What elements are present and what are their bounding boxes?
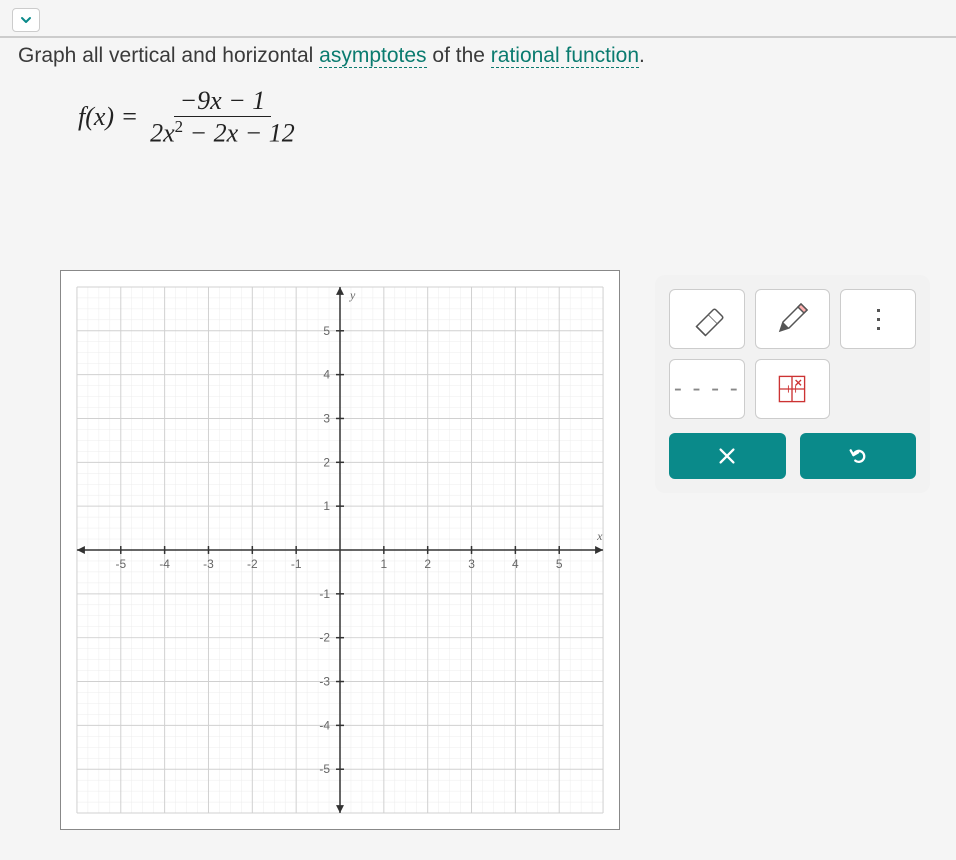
point-plot-tool[interactable] [755,359,831,419]
close-icon [716,445,738,467]
svg-text:-4: -4 [319,718,330,732]
svg-text:-3: -3 [319,675,330,689]
asymptotes-link[interactable]: asymptotes [319,44,426,68]
rational-function-link[interactable]: rational function [491,44,639,68]
clear-button[interactable] [669,433,786,479]
svg-text:-5: -5 [319,762,330,776]
svg-text:-1: -1 [319,587,330,601]
svg-text:2: 2 [323,455,330,469]
undo-icon [847,445,869,467]
coordinate-plane: -5 -4 -3 -2 -1 1 2 3 4 5 -5 -4 -3 -2 -1 1 2 3 4 5 x y [61,271,619,829]
more-tool[interactable] [840,289,916,349]
svg-text:3: 3 [468,557,475,571]
svg-text:5: 5 [323,324,330,338]
svg-text:-2: -2 [247,557,258,571]
equation-display: f(x) = −9x − 1 2x2 − 2x − 12 [78,86,938,149]
equation-fraction: −9x − 1 2x2 − 2x − 12 [144,86,301,149]
dashed-line-tool[interactable]: - - - - [669,359,745,419]
graph-toolbox: - - - - [655,275,930,493]
pencil-tool[interactable] [755,289,831,349]
question-prompt: Graph all vertical and horizontal asympt… [18,44,938,68]
svg-text:-5: -5 [115,557,126,571]
equation-lhs: f(x) = [78,102,138,132]
eraser-tool[interactable] [669,289,745,349]
more-icon [877,309,880,330]
collapse-button[interactable] [12,8,40,32]
svg-text:1: 1 [323,499,330,513]
svg-text:-2: -2 [319,631,330,645]
pencil-icon [774,301,810,337]
graph-canvas[interactable]: -5 -4 -3 -2 -1 1 2 3 4 5 -5 -4 -3 -2 -1 1 2 3 4 5 x y [60,270,620,830]
svg-text:y: y [349,288,356,302]
svg-text:3: 3 [323,411,330,425]
svg-text:-3: -3 [203,557,214,571]
undo-button[interactable] [800,433,917,479]
prompt-text-middle: of the [427,44,491,67]
equation-denominator: 2x2 − 2x − 12 [144,117,301,149]
chevron-down-icon [18,12,34,28]
svg-text:1: 1 [381,557,388,571]
svg-text:2: 2 [424,557,431,571]
svg-text:4: 4 [323,368,330,382]
svg-text:-1: -1 [291,557,302,571]
prompt-text-prefix: Graph all vertical and horizontal [18,44,319,67]
svg-text:5: 5 [556,557,563,571]
divider [0,36,956,38]
svg-text:4: 4 [512,557,519,571]
equation-numerator: −9x − 1 [174,86,272,117]
dashed-line-icon: - - - - [674,375,740,403]
point-plot-icon [774,371,810,407]
svg-text:x: x [596,529,603,543]
svg-text:-4: -4 [159,557,170,571]
prompt-text-suffix: . [639,44,645,67]
eraser-icon [689,301,725,337]
